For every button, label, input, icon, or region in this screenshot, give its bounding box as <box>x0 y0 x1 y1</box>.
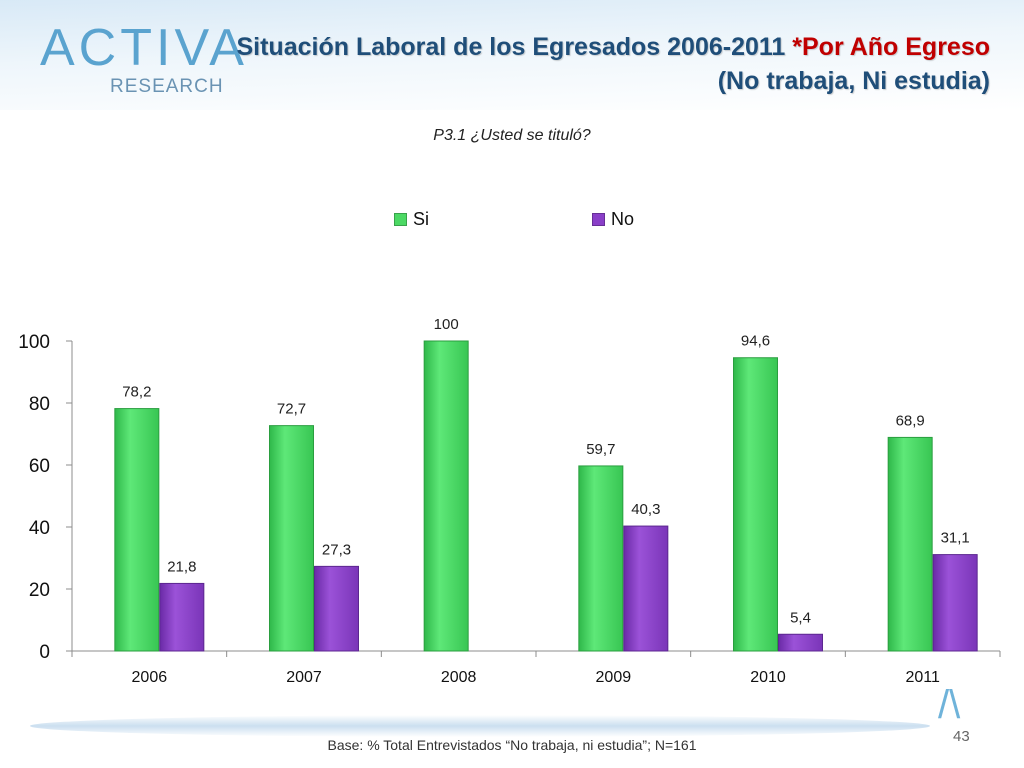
y-tick-label: 20 <box>29 580 50 601</box>
slide-title: Situación Laboral de los Egresados 2006-… <box>236 30 990 98</box>
y-tick-label: 80 <box>29 394 50 415</box>
y-tick-label: 40 <box>29 518 50 539</box>
bar-no-2009 <box>623 525 669 652</box>
footer-swoosh <box>30 715 930 737</box>
x-tick-label: 2011 <box>905 669 940 686</box>
data-label: 40,3 <box>631 501 660 518</box>
footer-logo-mark: /\ <box>938 683 961 727</box>
data-label: 100 <box>434 316 459 333</box>
y-tick-label: 0 <box>39 642 50 663</box>
bar-si-2007 <box>269 425 314 652</box>
bar-no-2006 <box>159 582 205 652</box>
data-label: 31,1 <box>941 530 970 547</box>
logo-brand: ACTIVA <box>40 19 248 77</box>
bar-si-2006 <box>114 408 160 652</box>
x-tick-label: 2006 <box>132 669 168 686</box>
x-tick-label: 2010 <box>750 669 786 686</box>
bar-si-2011 <box>887 436 933 652</box>
bar-si-2010 <box>733 357 778 652</box>
bar-si-2009 <box>578 465 624 652</box>
x-tick-label: 2009 <box>596 669 632 686</box>
title-subtitle: (No trabaja, Ni estudia) <box>717 67 990 95</box>
bar-no-2011 <box>932 554 978 652</box>
chart-legend: Si No <box>0 209 1024 233</box>
x-tick-label: 2007 <box>286 669 322 686</box>
legend-swatch-si <box>394 213 407 226</box>
footer-logo: /\ <box>930 683 990 753</box>
data-label: 78,2 <box>122 384 151 401</box>
legend-label-no: No <box>611 209 635 229</box>
legend-label-si: Si <box>413 209 430 229</box>
activa-research-logo: ACTIVA RESEARCH <box>40 18 244 108</box>
legend-item-no: No <box>592 209 634 230</box>
title-main: Situación Laboral de los Egresados 2006-… <box>236 33 793 61</box>
page-number: 43 <box>953 728 970 745</box>
y-tick-label: 100 <box>18 332 50 353</box>
data-label: 72,7 <box>277 401 306 418</box>
bar-si-2008 <box>423 340 469 652</box>
legend-swatch-no <box>592 213 605 226</box>
data-label: 59,7 <box>586 441 615 458</box>
legend-item-si: Si <box>394 209 429 230</box>
data-label: 21,8 <box>167 558 196 575</box>
x-tick-label: 2008 <box>441 669 477 686</box>
data-label: 94,6 <box>741 333 770 350</box>
base-note: Base: % Total Entrevistados “No trabaja,… <box>327 737 697 753</box>
header-background-swoosh <box>0 0 1024 110</box>
y-tick-label: 60 <box>29 456 50 477</box>
logo-subtitle: RESEARCH <box>110 76 224 97</box>
bar-no-2010 <box>778 633 823 652</box>
data-label: 5,4 <box>790 609 811 626</box>
title-accent: *Por Año Egreso <box>792 33 990 61</box>
data-label: 68,9 <box>896 412 925 429</box>
bar-no-2007 <box>314 565 359 652</box>
data-label: 27,3 <box>322 541 351 558</box>
chart-question: P3.1 ¿Usted se tituló? <box>433 127 591 144</box>
